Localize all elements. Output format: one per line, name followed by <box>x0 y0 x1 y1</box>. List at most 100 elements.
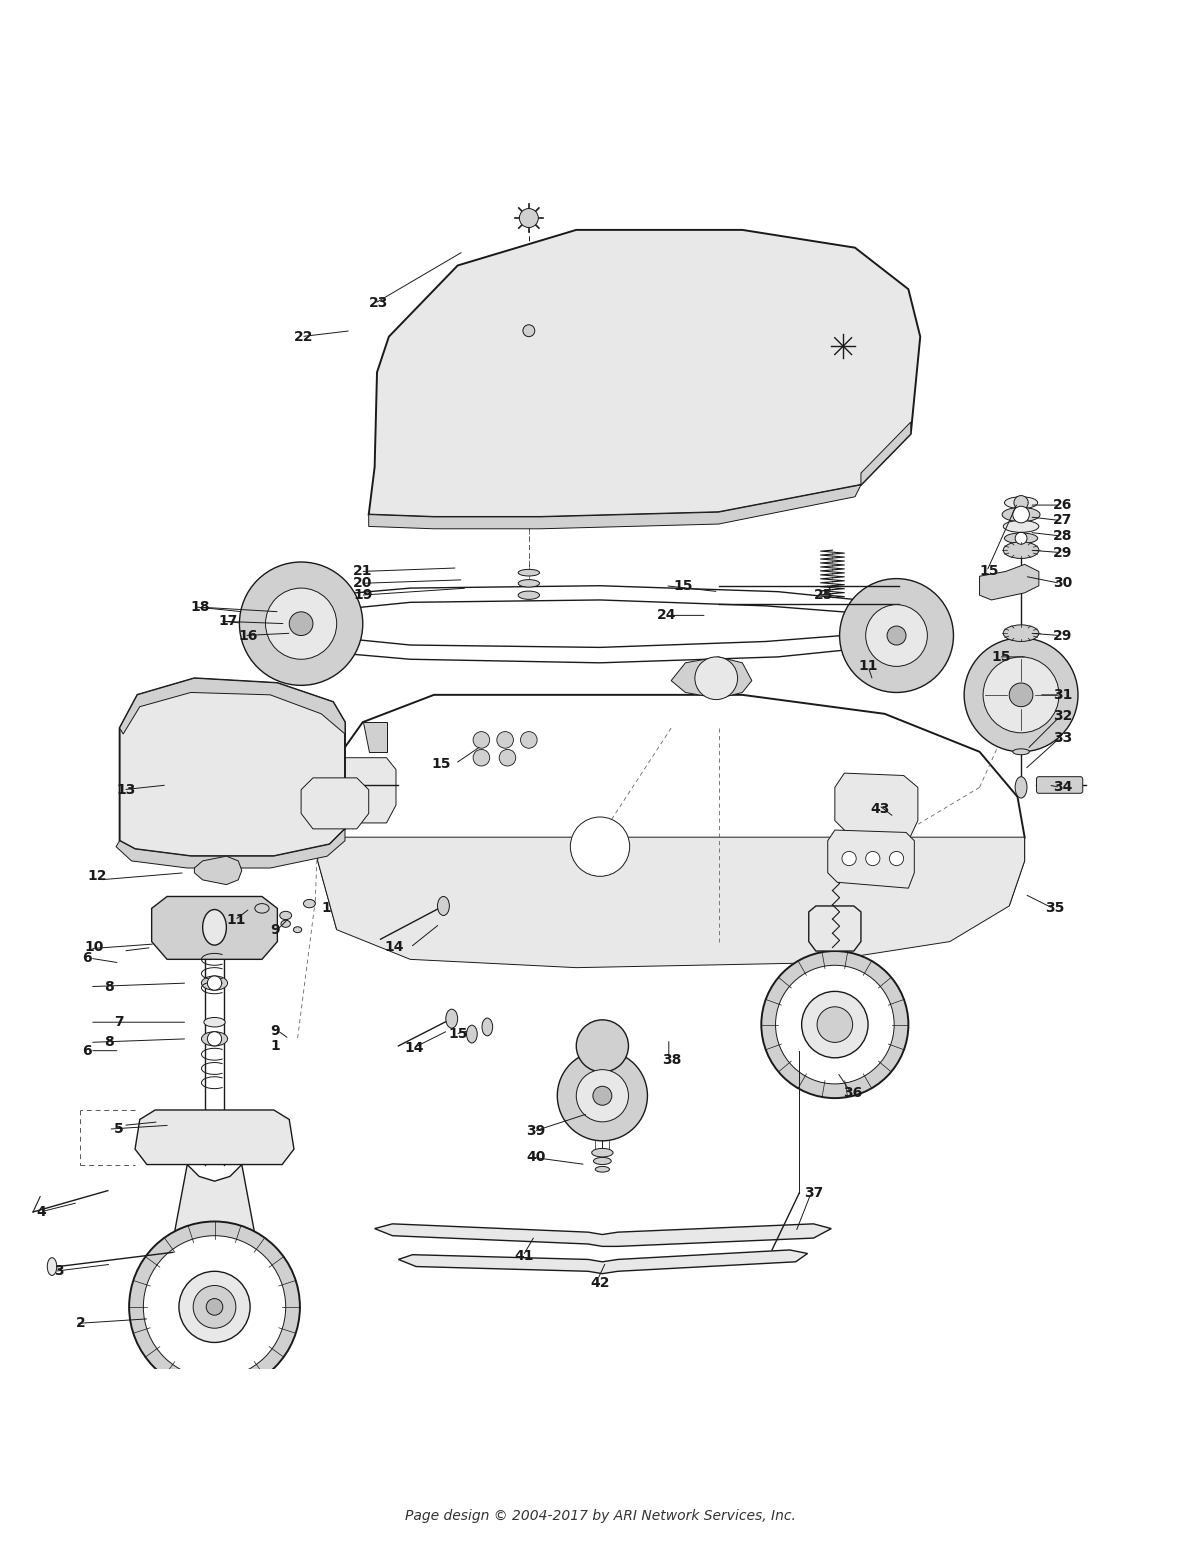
Text: 22: 22 <box>294 330 313 344</box>
Circle shape <box>289 611 313 636</box>
Circle shape <box>576 1021 629 1072</box>
Ellipse shape <box>592 1148 613 1157</box>
Circle shape <box>208 1031 222 1045</box>
Text: 9: 9 <box>270 923 280 937</box>
Polygon shape <box>330 600 882 647</box>
Circle shape <box>240 561 362 686</box>
Ellipse shape <box>482 1017 493 1036</box>
Polygon shape <box>398 1250 808 1273</box>
Polygon shape <box>120 678 344 856</box>
Text: 27: 27 <box>1054 513 1073 527</box>
Circle shape <box>130 1222 300 1393</box>
Polygon shape <box>116 828 344 869</box>
Text: 33: 33 <box>1054 731 1073 744</box>
Text: 4: 4 <box>36 1205 47 1219</box>
Text: 17: 17 <box>218 614 238 628</box>
Text: 39: 39 <box>527 1124 546 1138</box>
Text: 23: 23 <box>368 296 388 310</box>
Circle shape <box>265 588 337 659</box>
Circle shape <box>887 627 906 645</box>
Circle shape <box>473 732 490 748</box>
Ellipse shape <box>1002 507 1040 521</box>
Text: 9: 9 <box>270 1024 280 1038</box>
Ellipse shape <box>518 569 540 575</box>
Polygon shape <box>151 896 277 960</box>
Circle shape <box>775 965 894 1084</box>
Text: 2: 2 <box>76 1317 85 1331</box>
Circle shape <box>576 1070 629 1121</box>
Text: 43: 43 <box>870 802 890 816</box>
Ellipse shape <box>467 1025 478 1042</box>
Polygon shape <box>362 723 386 752</box>
Circle shape <box>1009 682 1033 707</box>
Polygon shape <box>1009 838 1025 906</box>
Text: 15: 15 <box>448 1027 468 1041</box>
Ellipse shape <box>202 1031 228 1045</box>
Text: 12: 12 <box>88 869 107 884</box>
Circle shape <box>964 637 1078 752</box>
Ellipse shape <box>281 920 290 927</box>
Ellipse shape <box>293 927 301 932</box>
Polygon shape <box>173 1165 256 1263</box>
Text: 31: 31 <box>1054 687 1073 703</box>
Text: 29: 29 <box>1054 628 1073 642</box>
Text: 36: 36 <box>844 1086 863 1100</box>
Ellipse shape <box>202 976 228 990</box>
Text: 7: 7 <box>114 1016 124 1030</box>
Polygon shape <box>828 830 914 889</box>
Text: 37: 37 <box>804 1187 823 1200</box>
Ellipse shape <box>1003 521 1039 532</box>
Ellipse shape <box>518 580 540 588</box>
Ellipse shape <box>1004 496 1038 509</box>
Ellipse shape <box>47 1258 56 1275</box>
Text: 34: 34 <box>1054 780 1073 794</box>
Polygon shape <box>337 758 396 824</box>
Text: 8: 8 <box>104 1036 114 1050</box>
Text: 32: 32 <box>1054 709 1073 723</box>
Circle shape <box>523 324 535 337</box>
Ellipse shape <box>446 1010 457 1028</box>
Ellipse shape <box>1003 625 1039 642</box>
Text: 24: 24 <box>656 608 677 622</box>
Text: 18: 18 <box>191 600 210 614</box>
Ellipse shape <box>204 1017 226 1027</box>
Polygon shape <box>835 772 918 841</box>
Text: 14: 14 <box>404 1041 424 1055</box>
Ellipse shape <box>1015 777 1027 799</box>
FancyBboxPatch shape <box>1037 777 1082 793</box>
Text: 11: 11 <box>227 914 246 927</box>
Circle shape <box>193 1286 236 1328</box>
Text: 35: 35 <box>1045 901 1064 915</box>
Ellipse shape <box>438 896 449 915</box>
Ellipse shape <box>518 591 540 599</box>
Polygon shape <box>289 586 908 662</box>
Text: 16: 16 <box>239 628 258 642</box>
Polygon shape <box>318 838 337 929</box>
Text: 38: 38 <box>661 1053 682 1067</box>
Ellipse shape <box>1004 534 1038 543</box>
Ellipse shape <box>203 909 227 945</box>
Text: 6: 6 <box>82 951 91 965</box>
Circle shape <box>817 1007 853 1042</box>
Polygon shape <box>860 422 911 485</box>
Text: Page design © 2004-2017 by ARI Network Services, Inc.: Page design © 2004-2017 by ARI Network S… <box>404 1509 796 1523</box>
Text: 14: 14 <box>384 940 403 954</box>
Text: 42: 42 <box>590 1276 610 1290</box>
Text: 40: 40 <box>527 1151 546 1165</box>
Circle shape <box>179 1272 250 1343</box>
Circle shape <box>208 976 222 990</box>
Text: 29: 29 <box>1054 546 1073 560</box>
Text: 6: 6 <box>82 1044 91 1058</box>
Text: 25: 25 <box>814 588 833 602</box>
Text: 3: 3 <box>54 1264 64 1278</box>
Text: 15: 15 <box>991 650 1010 664</box>
Text: 11: 11 <box>858 659 878 673</box>
Ellipse shape <box>280 912 292 920</box>
Circle shape <box>802 991 868 1058</box>
Circle shape <box>473 749 490 766</box>
Text: 8: 8 <box>104 980 114 994</box>
Circle shape <box>842 851 857 865</box>
Polygon shape <box>671 658 752 698</box>
Circle shape <box>520 208 539 228</box>
Circle shape <box>499 749 516 766</box>
